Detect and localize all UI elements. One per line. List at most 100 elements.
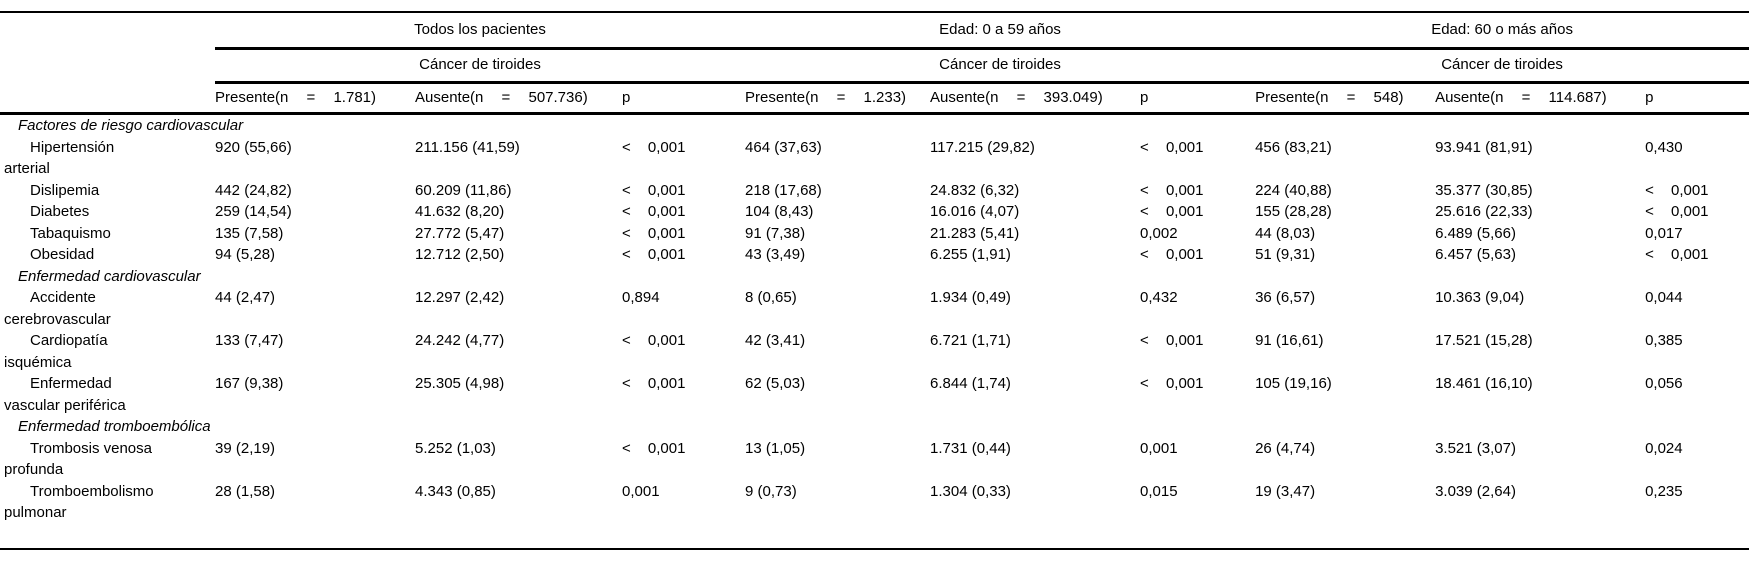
p-value-cell: < 0,001 (622, 439, 686, 457)
data-cell: 6.844 (1,74) (930, 375, 1011, 392)
empty-corner-cell (0, 82, 215, 115)
data-cell: 3.521 (3,07) (1435, 439, 1516, 457)
data-cell: 218 (17,68) (745, 181, 822, 199)
data-cell: 51 (9,31) (1255, 246, 1316, 263)
data-cell: 1.934 (0,49) (930, 289, 1011, 306)
data-cell: 93.941 (81,91) (1435, 138, 1533, 156)
table-row: Diabetes 259 (14,54) 41.632 (8,20) < 0,001 1… (0, 201, 1749, 223)
column-header-ausente: Ausente(n = 393.049) (930, 82, 1141, 115)
p-value-cell: < 0,001 (622, 246, 686, 263)
row-label: Tabaquismo (30, 224, 111, 242)
p-value-cell: 0,002 (1140, 224, 1178, 242)
data-cell: 211.156 (41,59) (415, 138, 520, 156)
table-row: Dislipemia 442 (24,82) 60.209 (11,86) < 0,0… (0, 180, 1749, 202)
p-value-cell: 0,385 (1645, 332, 1683, 349)
p-value-cell: < 0,001 (622, 203, 686, 220)
column-header-p: p (1645, 82, 1749, 115)
p-value-cell: 0,024 (1645, 439, 1683, 457)
column-header-ausente: Ausente(n = 114.687) (1435, 82, 1646, 115)
empty-corner-cell (0, 11, 215, 49)
table-row: Trombosis venosa profunda 39 (2,19) 5.252 … (0, 438, 1749, 481)
row-label: Accidente cerebrovascular (4, 289, 111, 328)
data-cell: 104 (8,43) (745, 203, 814, 220)
data-cell: 91 (16,61) (1255, 332, 1324, 349)
data-cell: 6.457 (5,63) (1435, 246, 1516, 263)
table-row: Tromboembolismo pulmonar 28 (1,58) 4.343 (… (0, 481, 1749, 549)
p-value-cell: 0,015 (1140, 482, 1178, 500)
data-cell: 117.215 (29,82) (930, 138, 1035, 156)
data-cell: 456 (83,21) (1255, 138, 1332, 156)
p-value-cell: < 0,001 (1645, 246, 1709, 263)
p-value-cell: 0,430 (1645, 138, 1683, 156)
group-title-age-60-plus: Edad: 60 o más años (1255, 11, 1749, 50)
p-value-cell: < 0,001 (1140, 332, 1204, 349)
data-cell: 43 (3,49) (745, 246, 806, 263)
p-value-cell: < 0,001 (622, 224, 686, 242)
data-cell: 224 (40,88) (1255, 181, 1332, 199)
p-value-cell: < 0,001 (1140, 138, 1204, 156)
data-cell: 155 (28,28) (1255, 203, 1332, 220)
data-cell: 259 (14,54) (215, 203, 292, 220)
table-row: Accidente cerebrovascular 44 (2,47) 12.297… (0, 287, 1749, 330)
p-value-cell: < 0,001 (1140, 181, 1204, 199)
table-row: Enfermedad vascular periférica 167 (9,38)… (0, 373, 1749, 416)
p-value-cell: < 0,001 (622, 375, 686, 392)
subtitle-thyroid-cancer: Cáncer de tiroides (1255, 48, 1749, 84)
column-header-p: p (622, 82, 746, 115)
data-cell: 1.304 (0,33) (930, 482, 1011, 500)
data-cell: 1.731 (0,44) (930, 439, 1011, 457)
data-cell: 27.772 (5,47) (415, 224, 505, 242)
table-row: Tabaquismo 135 (7,58) 27.772 (5,47) < 0,001… (0, 223, 1749, 245)
row-label: Dislipemia (30, 181, 100, 199)
p-value-cell: < 0,001 (622, 332, 686, 349)
column-header-presente: Presente(n = 1.781) (215, 82, 415, 115)
table-row: Hipertensión arterial 920 (55,66) 211.156 … (0, 137, 1749, 180)
p-value-cell: 0,001 (1140, 439, 1178, 457)
group-title-age-0-59: Edad: 0 a 59 años (745, 11, 1256, 50)
empty-corner-cell (0, 49, 215, 83)
data-cell: 16.016 (4,07) (930, 203, 1020, 220)
row-label: Hipertensión arterial (4, 138, 115, 178)
data-cell: 442 (24,82) (215, 181, 292, 199)
data-cell: 26 (4,74) (1255, 439, 1316, 457)
table-row: Obesidad 94 (5,28) 12.712 (2,50) < 0,001 43 … (0, 244, 1749, 266)
data-cell: 24.832 (6,32) (930, 181, 1020, 199)
data-cell: 39 (2,19) (215, 439, 276, 457)
column-header-p: p (1140, 82, 1256, 115)
data-cell: 10.363 (9,04) (1435, 289, 1525, 306)
section-header: Factores de riesgo cardiovascular (18, 117, 244, 134)
p-value-cell: 0,056 (1645, 375, 1683, 392)
p-value-cell: 0,044 (1645, 289, 1683, 306)
section-row: Enfermedad tromboembólica (0, 416, 1749, 438)
p-value-cell: 0,235 (1645, 482, 1683, 500)
group-title-all-patients: Todos los pacientes (215, 11, 746, 50)
row-label: Obesidad (30, 246, 95, 263)
data-cell: 5.252 (1,03) (415, 439, 496, 457)
data-cell: 18.461 (16,10) (1435, 375, 1533, 392)
data-cell: 3.039 (2,64) (1435, 482, 1516, 500)
data-cell: 41.632 (8,20) (415, 203, 505, 220)
data-cell: 62 (5,03) (745, 375, 806, 392)
data-cell: 8 (0,65) (745, 289, 797, 306)
p-value-cell: 0,017 (1645, 224, 1683, 242)
data-cell: 25.305 (4,98) (415, 375, 505, 392)
section-row: Factores de riesgo cardiovascular (0, 114, 1749, 137)
data-cell: 35.377 (30,85) (1435, 181, 1533, 199)
p-value-cell: < 0,001 (622, 138, 686, 156)
data-cell: 28 (1,58) (215, 482, 276, 500)
p-value-cell: < 0,001 (1645, 203, 1709, 220)
data-cell: 167 (9,38) (215, 375, 284, 392)
row-label: Enfermedad vascular periférica (4, 375, 126, 414)
data-cell: 42 (3,41) (745, 332, 806, 349)
subtitle-thyroid-cancer: Cáncer de tiroides (745, 48, 1256, 84)
data-cell: 12.712 (2,50) (415, 246, 505, 263)
data-cell: 91 (7,38) (745, 224, 806, 242)
p-value-cell: 0,432 (1140, 289, 1178, 306)
group-title-row: Todos los pacientes Edad: 0 a 59 años Ed… (0, 11, 1749, 50)
p-value-cell: < 0,001 (1140, 203, 1204, 220)
group-subtitle-row: Cáncer de tiroides Cáncer de tiroides Cá… (0, 48, 1749, 84)
column-header-presente: Presente(n = 1.233) (745, 82, 931, 115)
data-cell: 21.283 (5,41) (930, 224, 1020, 242)
data-cell: 36 (6,57) (1255, 289, 1316, 306)
p-value-cell: 0,894 (622, 289, 660, 306)
